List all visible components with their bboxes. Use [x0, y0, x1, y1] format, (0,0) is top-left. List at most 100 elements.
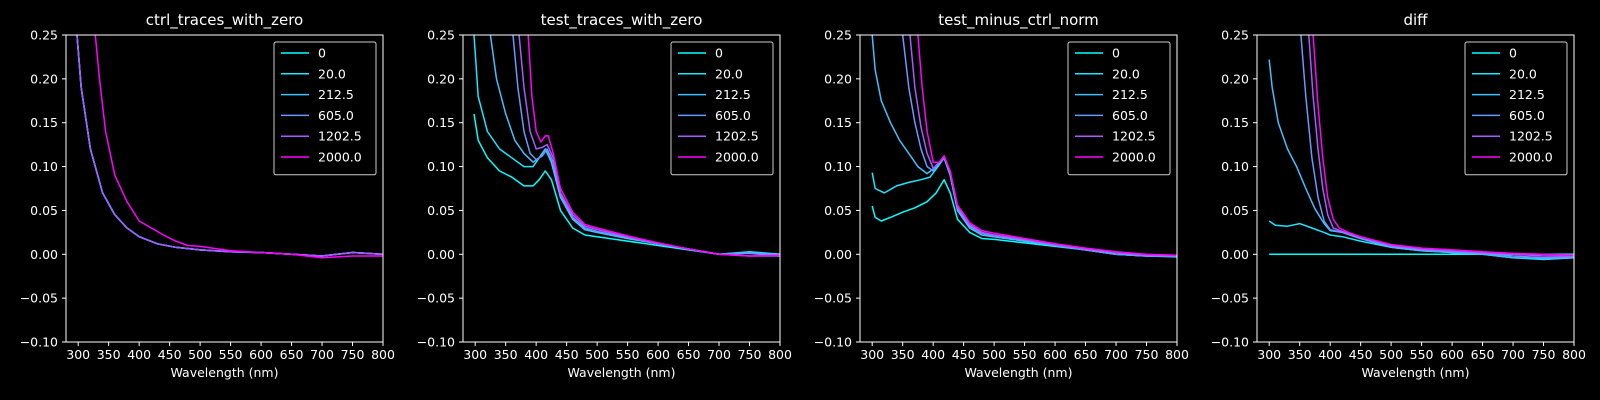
series-line-0	[871, 178, 1177, 258]
legend-label: 212.5	[1509, 87, 1545, 102]
legend-label: 212.5	[318, 87, 354, 102]
x-tick-label: 800	[1562, 347, 1586, 362]
y-tick-label: −0.05	[417, 291, 455, 306]
series-line-605.0	[901, 35, 1177, 257]
x-tick-label: 350	[891, 347, 915, 362]
legend-label: 20.0	[715, 66, 743, 81]
x-tick-label: 500	[982, 347, 1006, 362]
y-tick-label: 0.15	[824, 115, 852, 130]
legend: 0 20.0 212.5 605.0 1202.5 2000.0	[1067, 41, 1171, 176]
x-tick-label: 550	[1410, 347, 1434, 362]
legend: 0 20.0 212.5 605.0 1202.5 2000.0	[273, 41, 377, 176]
y-tick-label: 0.05	[1221, 203, 1249, 218]
legend-label: 212.5	[1112, 87, 1148, 102]
x-tick-label: 500	[585, 347, 609, 362]
y-tick-label: 0.00	[824, 247, 852, 262]
legend-label: 605.0	[318, 108, 354, 123]
x-tick-label: 400	[921, 347, 945, 362]
x-tick-label: 600	[646, 347, 670, 362]
y-tick-label: 0.20	[1221, 71, 1249, 86]
series-line-2000.0	[527, 35, 780, 257]
y-tick-label: 0.15	[30, 115, 58, 130]
x-tick-label: 800	[371, 347, 395, 362]
legend: 0 20.0 212.5 605.0 1202.5 2000.0	[1464, 41, 1568, 176]
y-tick-label: 0.25	[427, 28, 455, 43]
x-axis-label: Wavelength (nm)	[171, 365, 279, 380]
series-group	[871, 35, 1177, 258]
x-tick-label: 650	[1074, 347, 1098, 362]
x-axis-label: Wavelength (nm)	[568, 365, 676, 380]
x-tick-label: 300	[1257, 347, 1281, 362]
y-tick-label: 0.05	[30, 203, 58, 218]
x-tick-label: 450	[555, 347, 579, 362]
x-tick-label: 750	[738, 347, 762, 362]
y-tick-label: 0.10	[30, 159, 58, 174]
chart-panel-4: 300 350 400 450 500 550 600 650 700 750 800 −0.10 −0…	[1211, 11, 1586, 380]
legend-label: 2000.0	[318, 150, 362, 165]
legend-label: 1202.5	[715, 129, 759, 144]
x-tick-label: 350	[494, 347, 518, 362]
x-tick-label: 300	[66, 347, 90, 362]
chart-title: test_traces_with_zero	[541, 11, 703, 30]
chart-title: ctrl_traces_with_zero	[146, 11, 303, 30]
legend-label: 0	[1112, 46, 1120, 61]
y-tick-label: −0.05	[20, 291, 58, 306]
x-tick-label: 350	[97, 347, 121, 362]
legend-box	[1464, 41, 1568, 176]
series-line-2000.0	[917, 35, 1177, 256]
x-tick-label: 500	[188, 347, 212, 362]
y-tick-label: 0.05	[824, 203, 852, 218]
legend: 0 20.0 212.5 605.0 1202.5 2000.0	[670, 41, 774, 176]
y-tick-label: 0.25	[824, 28, 852, 43]
legend-label: 2000.0	[1112, 150, 1156, 165]
x-tick-label: 700	[1501, 347, 1525, 362]
x-tick-label: 700	[1104, 347, 1128, 362]
legend-label: 2000.0	[715, 150, 759, 165]
series-line-1202.5	[909, 35, 1177, 257]
y-tick-label: 0.05	[427, 203, 455, 218]
series-line-605.0	[1300, 35, 1574, 259]
y-tick-label: 0.20	[30, 71, 58, 86]
x-tick-label: 800	[1165, 347, 1189, 362]
legend-label: 1202.5	[1112, 129, 1156, 144]
y-tick-label: −0.10	[20, 335, 58, 350]
plot-frame	[1256, 34, 1575, 343]
x-tick-label: 600	[1043, 347, 1067, 362]
legend-label: 605.0	[1509, 108, 1545, 123]
x-tick-label: 500	[1379, 347, 1403, 362]
x-tick-label: 700	[707, 347, 731, 362]
chart-panel-2: 300 350 400 450 500 550 600 650 700 750 800 −0.10 −0…	[417, 11, 792, 380]
legend-label: 1202.5	[1509, 129, 1553, 144]
chart-title: diff	[1403, 11, 1428, 29]
plot-frame	[859, 34, 1178, 343]
x-tick-label: 750	[341, 347, 365, 362]
y-tick-label: 0.20	[427, 71, 455, 86]
chart-panel-1: 300 350 400 450 500 550 600 650 700 750 800 −0.10 −0…	[20, 11, 395, 380]
chart-title: test_minus_ctrl_norm	[938, 11, 1099, 30]
legend-label: 0	[715, 46, 723, 61]
y-tick-label: 0.20	[824, 71, 852, 86]
y-tick-label: 0.00	[1221, 247, 1249, 262]
legend-label: 605.0	[715, 108, 751, 123]
legend-label: 1202.5	[318, 129, 362, 144]
y-tick-label: 0.00	[427, 247, 455, 262]
x-tick-label: 800	[768, 347, 792, 362]
legend-box	[273, 41, 377, 176]
y-tick-label: 0.10	[1221, 159, 1249, 174]
legend-box	[1067, 41, 1171, 176]
y-tick-label: 0.15	[1221, 115, 1249, 130]
series-line-2000.0	[1312, 35, 1574, 256]
y-tick-label: 0.15	[427, 115, 455, 130]
x-axis-label: Wavelength (nm)	[1362, 365, 1470, 380]
x-tick-label: 650	[1471, 347, 1495, 362]
y-tick-label: −0.05	[814, 291, 852, 306]
x-tick-label: 750	[1532, 347, 1556, 362]
x-tick-label: 550	[219, 347, 243, 362]
x-tick-label: 450	[952, 347, 976, 362]
legend-box	[670, 41, 774, 176]
legend-label: 0	[1509, 46, 1517, 61]
x-tick-label: 550	[1013, 347, 1037, 362]
x-tick-label: 400	[524, 347, 548, 362]
y-tick-label: 0.10	[824, 159, 852, 174]
